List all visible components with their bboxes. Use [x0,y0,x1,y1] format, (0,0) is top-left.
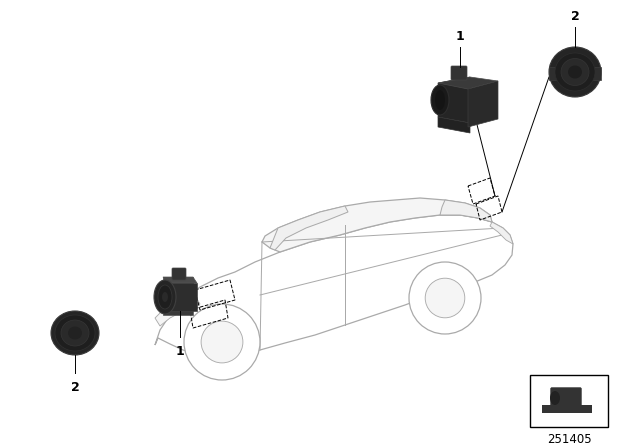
Ellipse shape [154,280,176,314]
Ellipse shape [51,311,99,355]
Ellipse shape [549,47,601,97]
Polygon shape [262,198,492,252]
Circle shape [409,262,481,334]
Ellipse shape [55,315,95,351]
Polygon shape [440,200,492,222]
Circle shape [184,304,260,380]
Polygon shape [438,77,470,123]
Ellipse shape [162,292,168,302]
Polygon shape [438,117,470,133]
Ellipse shape [158,285,172,309]
Ellipse shape [61,320,89,346]
FancyBboxPatch shape [172,268,186,280]
Polygon shape [155,296,200,326]
Polygon shape [490,222,513,244]
Ellipse shape [431,85,449,115]
FancyBboxPatch shape [550,388,582,409]
Ellipse shape [68,327,82,340]
Ellipse shape [561,59,589,86]
Circle shape [425,278,465,318]
Ellipse shape [568,65,582,78]
Polygon shape [163,277,197,283]
Polygon shape [270,206,348,250]
Text: 1: 1 [175,345,184,358]
Polygon shape [163,283,197,311]
Bar [542,405,592,413]
Bar [530,375,608,427]
Polygon shape [438,77,498,89]
Polygon shape [155,215,513,356]
Ellipse shape [550,391,560,405]
Ellipse shape [555,53,595,91]
FancyBboxPatch shape [451,66,467,80]
Polygon shape [163,277,193,315]
Circle shape [201,321,243,363]
Polygon shape [468,81,498,127]
Text: 251405: 251405 [547,432,591,445]
Ellipse shape [435,90,445,110]
Text: 2: 2 [70,381,79,394]
Text: 1: 1 [456,30,465,43]
Polygon shape [549,67,601,80]
Text: 2: 2 [571,10,579,23]
